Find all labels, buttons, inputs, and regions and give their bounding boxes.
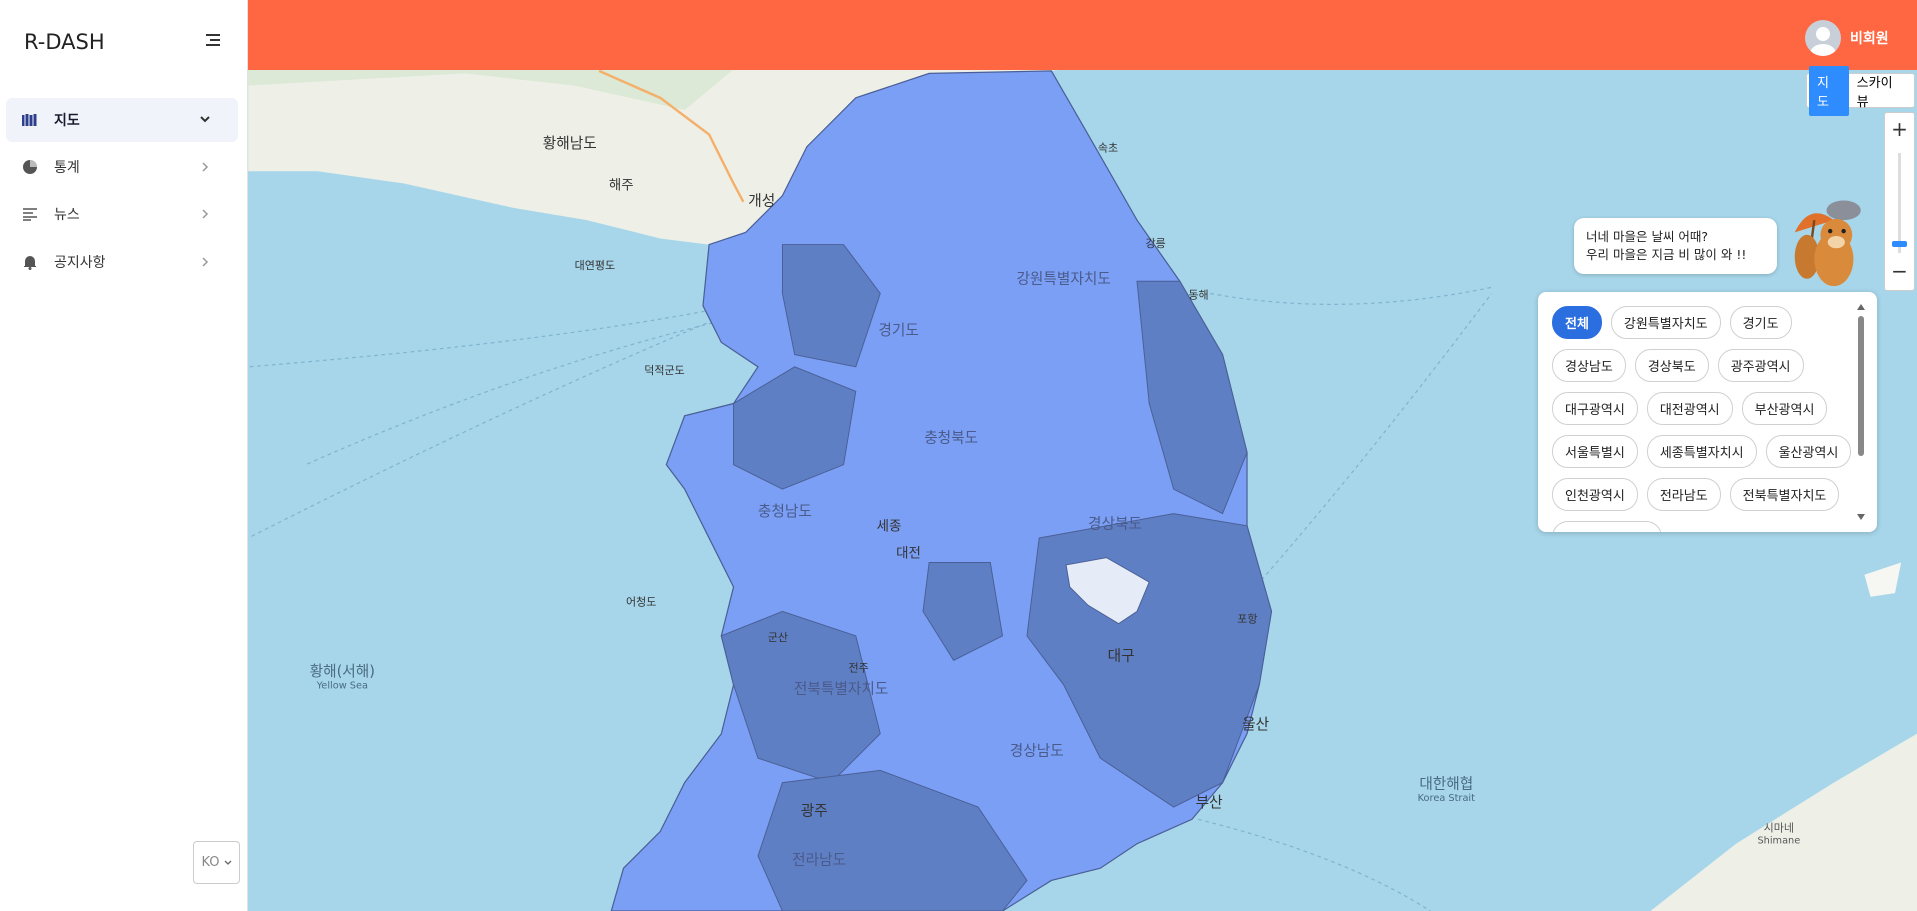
map-label: 경상북도 xyxy=(1088,515,1142,532)
user-name[interactable]: 비회원 xyxy=(1850,31,1889,47)
map-label: 부산 xyxy=(1196,794,1223,811)
sidebar: R-DASH 지도 통계 뉴스 공지사항 KO xyxy=(0,0,248,911)
region-chip[interactable]: 광주광역시 xyxy=(1717,349,1804,382)
language-select[interactable]: KO xyxy=(193,841,240,884)
zoom-track xyxy=(1898,153,1901,253)
map-label: 충청남도 xyxy=(758,503,812,520)
view-button[interactable]: 스카이뷰 xyxy=(1856,75,1893,110)
map-label: 전주 xyxy=(848,661,868,674)
language: KO xyxy=(201,855,220,870)
north-land xyxy=(248,48,1223,245)
region-chip[interactable]: 서울특별시 xyxy=(1552,435,1638,468)
menu-label: 지도 xyxy=(54,113,80,129)
region-chip[interactable]: 전라남도 xyxy=(1646,478,1721,511)
avatar[interactable] xyxy=(1805,20,1841,56)
region-chip[interactable]: 경상남도 xyxy=(1552,349,1626,382)
road xyxy=(598,69,745,203)
map-label: 시마네 xyxy=(1764,822,1794,835)
menu-label: 뉴스 xyxy=(54,207,80,223)
chevron xyxy=(202,209,209,219)
icon xyxy=(22,114,37,126)
map-label: 군산 xyxy=(768,631,788,644)
bubble-text: 우리 마을은 지금 비 많이 와 !! xyxy=(1586,247,1747,262)
map-label: 전라남도 xyxy=(792,852,846,869)
map-label: 개성 xyxy=(748,192,775,209)
region-chip[interactable]: 부산광역시 xyxy=(1741,392,1828,425)
japan-land xyxy=(1650,733,1917,911)
icon xyxy=(24,256,36,270)
map-label: 대연평도 xyxy=(575,259,615,272)
region-chip[interactable]: 강원특별자치도 xyxy=(1610,306,1721,339)
view-button[interactable]: 지도 xyxy=(1809,65,1849,116)
region-chip[interactable]: 경상북도 xyxy=(1634,349,1709,382)
chevron xyxy=(224,860,231,865)
menu-item[interactable]: 통계 xyxy=(6,145,238,189)
chevron xyxy=(202,162,209,172)
zoom-out[interactable]: − xyxy=(1891,259,1908,283)
map-label: 황해남도 xyxy=(543,135,597,152)
map-label: Yellow Sea xyxy=(316,680,368,691)
map-label: Korea Strait xyxy=(1418,793,1476,804)
region-chip[interactable]: 전체 xyxy=(1552,306,1602,339)
map-label: 대전 xyxy=(896,546,921,562)
view-toggle: 지도 스카이뷰 xyxy=(1806,65,1915,116)
highlight-region xyxy=(1065,557,1150,625)
map-label: 동해 xyxy=(1188,287,1208,301)
map-label: 덕적군도 xyxy=(644,364,684,377)
map-label: 해주 xyxy=(609,178,634,194)
region-chip[interactable]: 경기도 xyxy=(1729,306,1792,339)
menu-label: 통계 xyxy=(54,160,80,176)
avatar-icon xyxy=(1810,27,1836,56)
region-chip[interactable]: 제주특별자치도 xyxy=(1552,521,1662,532)
island xyxy=(1864,562,1902,597)
scrollbar[interactable] xyxy=(1857,304,1865,520)
menu-item[interactable]: 뉴스 xyxy=(6,192,238,236)
weather-bubble: 너네 마을은 날씨 어때? 우리 마을은 지금 비 많이 와 !! xyxy=(1574,218,1777,274)
region-chip[interactable]: 울산광역시 xyxy=(1765,435,1852,468)
chevron xyxy=(200,116,210,123)
region-chip[interactable]: 세종특별자치시 xyxy=(1646,435,1757,468)
bubble-text: 너네 마을은 날씨 어때? xyxy=(1586,229,1709,244)
map-label: 경상남도 xyxy=(1010,743,1064,760)
menu-item[interactable]: 지도 xyxy=(6,98,238,142)
menu-item[interactable]: 공지사항 xyxy=(6,240,238,284)
region-chip[interactable]: 인천광역시 xyxy=(1552,478,1638,511)
map-label: 강원특별자치도 xyxy=(1016,271,1110,288)
zoom-in[interactable]: + xyxy=(1891,117,1908,141)
header: 비회원 xyxy=(248,0,1917,70)
zoom-control: + − xyxy=(1884,112,1915,291)
map-label: 전북특별자치도 xyxy=(794,680,888,697)
region-chip[interactable]: 전북특별자치도 xyxy=(1729,478,1840,511)
map-label: 강릉 xyxy=(1146,237,1166,250)
icon xyxy=(23,160,37,174)
chevron xyxy=(202,257,209,267)
squirrel xyxy=(1794,200,1861,287)
map-label: 충청북도 xyxy=(924,430,978,447)
map-label: 황해(서해) xyxy=(310,663,375,680)
zoom-thumb[interactable] xyxy=(1892,241,1907,247)
map-label: 광주 xyxy=(801,803,828,820)
map-label: 속초 xyxy=(1098,142,1118,155)
icon xyxy=(23,208,37,221)
region-chip[interactable]: 대전광역시 xyxy=(1646,392,1733,425)
map-label: 대한해협 xyxy=(1419,776,1473,793)
map-label: 대구 xyxy=(1108,647,1135,664)
map-label: 세종 xyxy=(877,519,902,535)
menu-toggle[interactable] xyxy=(204,33,222,47)
map-label: 울산 xyxy=(1242,716,1269,733)
map-label: Shimane xyxy=(1757,836,1800,847)
map-label: 어청도 xyxy=(626,595,656,608)
brand: R-DASH xyxy=(24,30,105,54)
region-chip[interactable]: 대구광역시 xyxy=(1552,392,1638,425)
menu-label: 공지사항 xyxy=(54,255,106,271)
region-shades xyxy=(720,244,1272,911)
ferry-routes xyxy=(247,286,1493,911)
map-label: 포항 xyxy=(1237,612,1257,625)
map-label: 경기도 xyxy=(878,322,918,339)
